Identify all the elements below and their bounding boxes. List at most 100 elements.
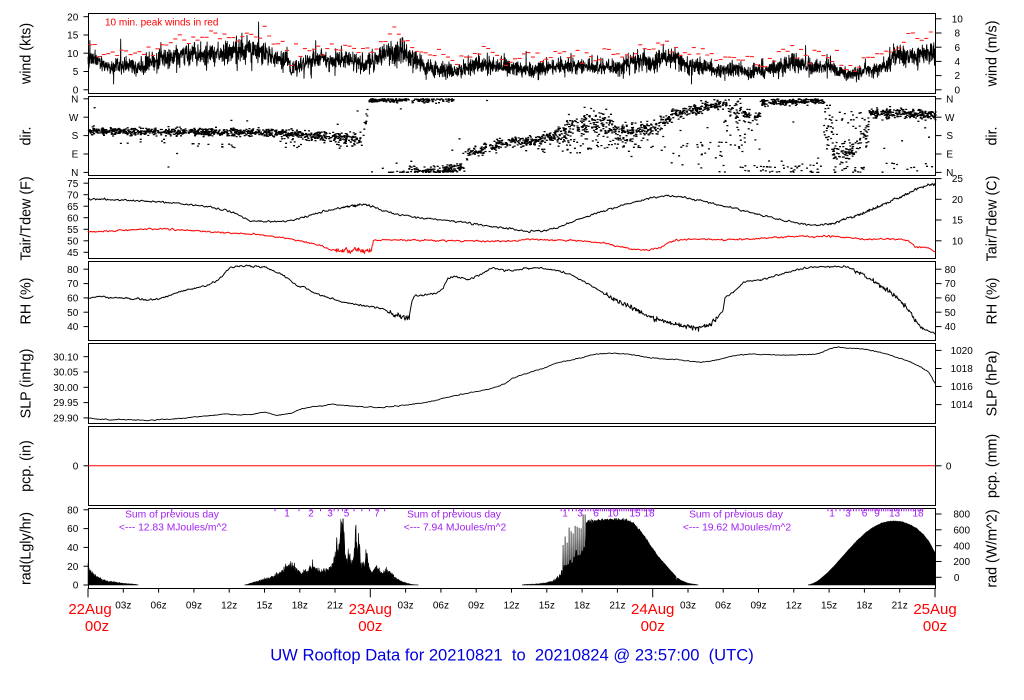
svg-text:pcp. (in): pcp. (in) <box>19 440 35 492</box>
svg-text:Sum of previous day: Sum of previous day <box>125 510 220 521</box>
svg-text:8: 8 <box>955 29 961 40</box>
svg-text:40: 40 <box>67 543 79 554</box>
svg-text:50: 50 <box>67 308 79 319</box>
svg-text:50: 50 <box>945 308 957 319</box>
svg-text:6: 6 <box>955 43 961 54</box>
svg-text:1018: 1018 <box>951 364 974 375</box>
svg-text:E: E <box>946 150 953 161</box>
svg-text:wind (m/s): wind (m/s) <box>985 21 1001 88</box>
svg-text:1: 1 <box>284 509 290 520</box>
svg-text:RH (%): RH (%) <box>985 278 1001 325</box>
svg-text:03z: 03z <box>398 601 414 612</box>
svg-text:30.05: 30.05 <box>53 368 78 379</box>
svg-text:UW Rooftop Data for 20210821: UW Rooftop Data for 20210821 to 20210824… <box>270 646 754 665</box>
svg-text:SLP (hPa): SLP (hPa) <box>985 351 1001 417</box>
svg-text:Sum of previous day: Sum of previous day <box>689 510 784 521</box>
svg-text:21z: 21z <box>892 601 908 612</box>
svg-text:10: 10 <box>952 236 964 247</box>
svg-text:18z: 18z <box>856 601 872 612</box>
svg-text:30.10: 30.10 <box>53 352 78 363</box>
svg-text:40: 40 <box>67 322 79 333</box>
svg-text:20: 20 <box>67 12 79 23</box>
svg-text:15z: 15z <box>821 601 837 612</box>
svg-text:21z: 21z <box>327 601 343 612</box>
svg-text:<--- 12.83 MJoules/m^2: <--- 12.83 MJoules/m^2 <box>119 523 227 534</box>
svg-text:20: 20 <box>952 195 964 206</box>
svg-text:2: 2 <box>955 71 961 82</box>
svg-text:15: 15 <box>952 216 964 227</box>
svg-text:rad(Lgly/hr): rad(Lgly/hr) <box>19 512 35 585</box>
svg-text:N: N <box>946 168 953 179</box>
svg-text:rad (W/m^2): rad (W/m^2) <box>985 509 1001 587</box>
svg-text:15z: 15z <box>256 601 272 612</box>
svg-text:20: 20 <box>67 562 79 573</box>
svg-text:15z: 15z <box>539 601 555 612</box>
svg-text:wind (kts): wind (kts) <box>19 23 35 85</box>
svg-text:1014: 1014 <box>951 400 974 411</box>
svg-text:7: 7 <box>374 509 380 520</box>
svg-text:400: 400 <box>953 541 970 552</box>
svg-text:10: 10 <box>67 49 79 60</box>
svg-text:15: 15 <box>67 31 79 42</box>
svg-text:22Aug: 22Aug <box>68 601 111 618</box>
svg-text:18z: 18z <box>292 601 308 612</box>
svg-text:0: 0 <box>955 85 961 96</box>
svg-text:09z: 09z <box>186 601 202 612</box>
svg-text:18z: 18z <box>574 601 590 612</box>
svg-text:2: 2 <box>308 509 314 520</box>
svg-text:15: 15 <box>629 509 641 520</box>
svg-text:09z: 09z <box>468 601 484 612</box>
svg-text:W: W <box>69 113 79 124</box>
svg-text:1: 1 <box>829 509 835 520</box>
svg-text:6: 6 <box>862 509 868 520</box>
svg-text:70: 70 <box>67 279 79 290</box>
svg-text:0: 0 <box>73 85 79 96</box>
svg-text:29.95: 29.95 <box>53 398 78 409</box>
svg-text:00z: 00z <box>923 618 947 635</box>
svg-text:60: 60 <box>945 294 957 305</box>
svg-text:<--- 19.62 MJoules/m^2: <--- 19.62 MJoules/m^2 <box>683 523 791 534</box>
svg-text:3: 3 <box>845 509 851 520</box>
svg-text:12z: 12z <box>786 601 802 612</box>
svg-text:S: S <box>946 131 953 142</box>
svg-text:23Aug: 23Aug <box>349 601 392 618</box>
svg-text:0: 0 <box>73 581 79 592</box>
svg-text:0: 0 <box>954 573 960 584</box>
svg-text:80: 80 <box>67 265 79 276</box>
svg-text:9: 9 <box>874 509 880 520</box>
svg-text:75: 75 <box>67 179 79 190</box>
svg-text:1020: 1020 <box>951 346 974 357</box>
svg-text:12z: 12z <box>503 601 519 612</box>
svg-text:09z: 09z <box>750 601 766 612</box>
svg-text:dir.: dir. <box>19 126 35 145</box>
svg-text:10 min. peak winds in red: 10 min. peak winds in red <box>105 18 218 29</box>
svg-text:13: 13 <box>889 509 901 520</box>
svg-text:40: 40 <box>945 322 957 333</box>
svg-text:600: 600 <box>953 525 970 536</box>
svg-text:RH (%): RH (%) <box>19 278 35 325</box>
svg-text:60: 60 <box>67 294 79 305</box>
svg-text:00z: 00z <box>358 618 382 635</box>
svg-text:03z: 03z <box>115 601 131 612</box>
svg-text:200: 200 <box>953 557 970 568</box>
svg-text:0: 0 <box>946 461 952 472</box>
svg-text:45: 45 <box>67 248 79 259</box>
svg-text:70: 70 <box>945 279 957 290</box>
svg-text:70: 70 <box>67 190 79 201</box>
svg-text:800: 800 <box>953 510 970 521</box>
svg-text:10: 10 <box>952 14 964 25</box>
svg-text:21z: 21z <box>609 601 625 612</box>
svg-text:06z: 06z <box>151 601 167 612</box>
svg-text:24Aug: 24Aug <box>631 601 674 618</box>
svg-text:60: 60 <box>67 213 79 224</box>
svg-text:0: 0 <box>73 461 79 472</box>
svg-text:50: 50 <box>67 236 79 247</box>
svg-text:06z: 06z <box>433 601 449 612</box>
svg-text:10: 10 <box>607 509 619 520</box>
svg-text:12z: 12z <box>221 601 237 612</box>
svg-text:5: 5 <box>344 509 350 520</box>
svg-text:4: 4 <box>955 57 961 68</box>
svg-text:03z: 03z <box>680 601 696 612</box>
svg-text:00z: 00z <box>85 618 109 635</box>
svg-text:5: 5 <box>73 67 79 78</box>
